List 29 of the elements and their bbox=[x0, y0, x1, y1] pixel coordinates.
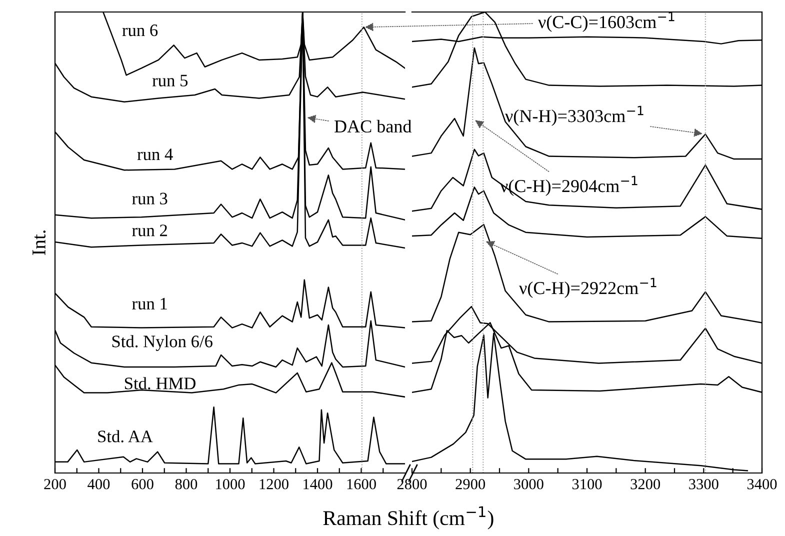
x-tick-label: 2900 bbox=[456, 478, 486, 490]
x-tick-label: 600 bbox=[132, 478, 154, 490]
x-tick-label: 3200 bbox=[630, 478, 660, 490]
series-label: run 6 bbox=[122, 24, 158, 36]
x-tick-label: 2800 bbox=[397, 478, 427, 490]
annotation: DAC band bbox=[334, 120, 412, 133]
series-label: run 3 bbox=[132, 192, 168, 204]
x-tick-label: 3400 bbox=[747, 478, 777, 490]
x-tick-label: 1400 bbox=[304, 478, 332, 490]
x-tick-label: 3300 bbox=[689, 478, 718, 490]
annotation: ν(N-H)=3303cm$^{−1}$ bbox=[505, 106, 644, 126]
series-label: run 4 bbox=[137, 148, 173, 160]
x-axis-title: Raman Shift (cm$^{−1}$) bbox=[323, 506, 494, 530]
x-tick-label: 1600 bbox=[347, 478, 376, 490]
series-label: Std. HMD bbox=[124, 377, 196, 390]
x-tick-label: 3100 bbox=[572, 478, 602, 490]
series-label: run 5 bbox=[152, 74, 188, 86]
series-label: Std. Nylon 6/6 bbox=[112, 335, 212, 351]
x-tick-label: 3000 bbox=[514, 478, 544, 490]
x-tick-label: 800 bbox=[175, 478, 198, 490]
x-tick-label: 400 bbox=[88, 478, 110, 490]
x-tick-label: 1200 bbox=[260, 478, 288, 490]
annotation: ν(C-H)=2922cm$^{−1}$ bbox=[519, 278, 656, 298]
series-label: run 2 bbox=[132, 224, 167, 236]
x-tick-label: 200 bbox=[44, 478, 66, 490]
series-label: run 1 bbox=[132, 298, 167, 310]
series-label: Std. AA bbox=[98, 430, 153, 442]
y-axis-title: Int. bbox=[32, 230, 46, 256]
x-tick-label: 1000 bbox=[216, 478, 245, 490]
